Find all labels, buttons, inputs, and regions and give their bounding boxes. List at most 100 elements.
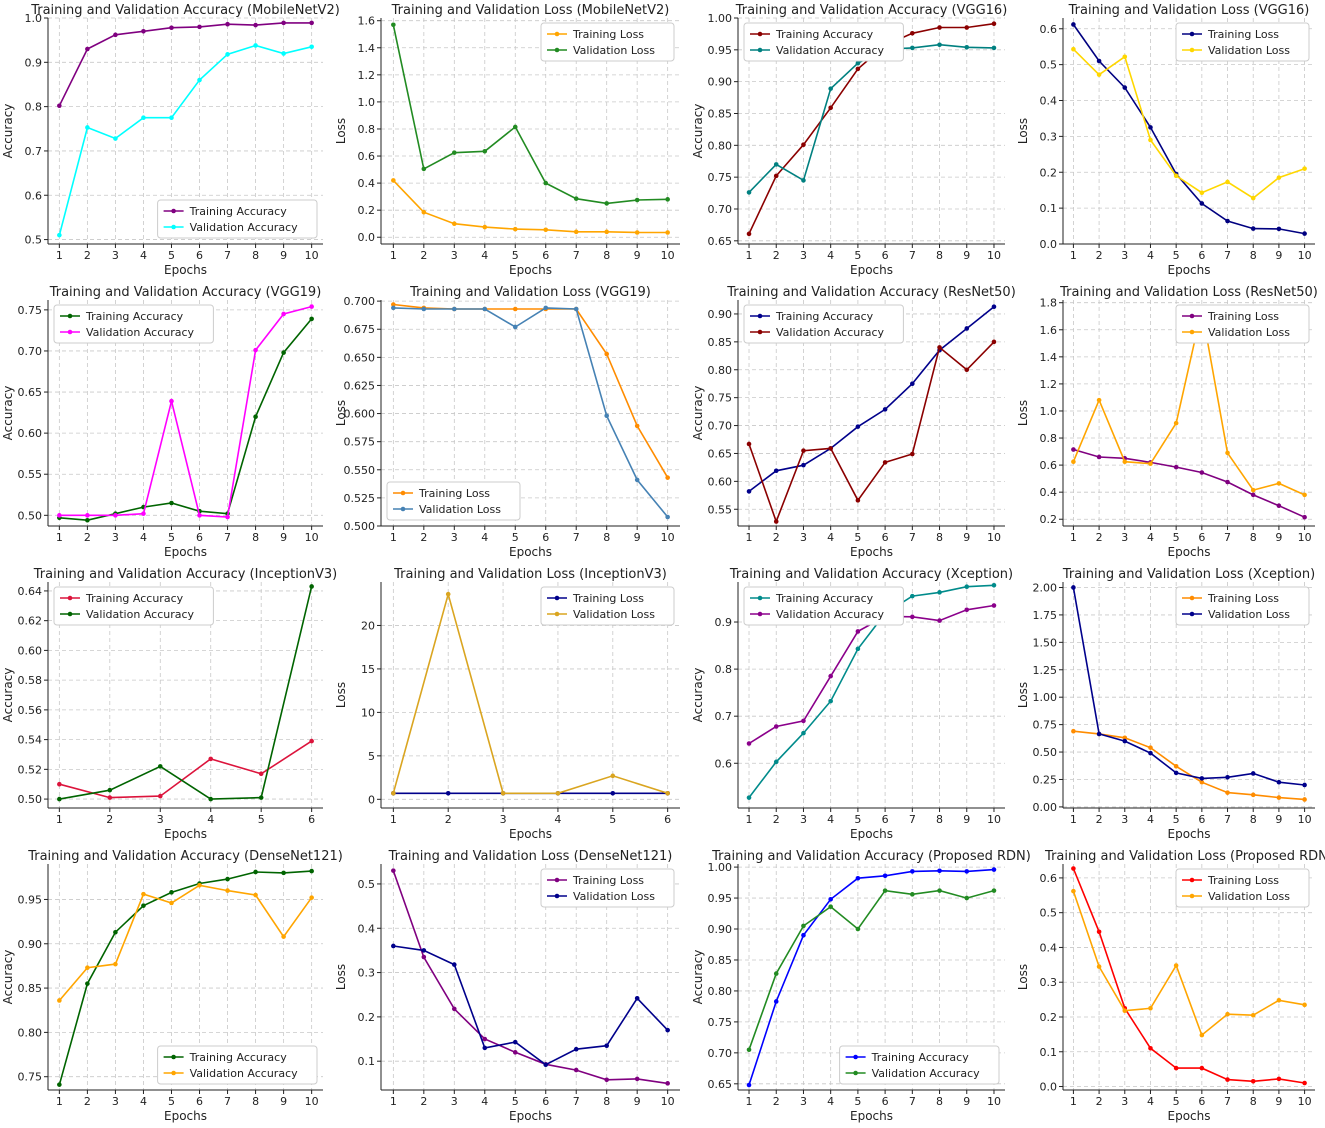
data-point — [828, 86, 833, 91]
legend-label: Training Loss — [572, 874, 644, 887]
x-tick-label: 1 — [56, 1095, 63, 1108]
data-point — [512, 306, 518, 312]
x-tick-label: 5 — [854, 1095, 861, 1108]
data-point — [57, 796, 62, 802]
y-axis-label: Accuracy — [691, 950, 705, 1005]
y-tick-label: 0.80 — [708, 139, 733, 152]
data-point — [452, 306, 457, 312]
data-point — [991, 21, 997, 27]
data-point — [773, 173, 779, 179]
data-point — [855, 424, 861, 429]
data-point — [225, 888, 230, 893]
y-tick-label: 1.6 — [1040, 324, 1058, 337]
y-tick-label: 0.2 — [358, 1011, 376, 1024]
data-point — [1276, 481, 1282, 486]
chart-svg: Training and Validation Accuracy (VGG19)… — [1, 285, 323, 559]
data-point — [309, 20, 314, 26]
y-tick-label: 0.55 — [708, 503, 733, 516]
x-tick-label: 1 — [1070, 531, 1077, 544]
y-tick-label: 0.2 — [1040, 1011, 1058, 1024]
data-point — [225, 876, 230, 882]
data-point — [1250, 492, 1256, 498]
y-tick-label: 0.58 — [18, 674, 43, 687]
chart-title: Training and Validation Loss (Xception) — [1062, 567, 1315, 582]
data-point — [169, 890, 174, 895]
x-tick-label: 4 — [481, 1095, 488, 1108]
data-point — [604, 351, 609, 357]
data-point — [421, 948, 427, 953]
x-tick-label: 2 — [773, 531, 780, 544]
y-tick-label: 0.9 — [715, 616, 733, 629]
data-point — [482, 1045, 488, 1051]
x-tick-label: 10 — [661, 531, 675, 544]
data-point — [1122, 1008, 1128, 1014]
data-point — [828, 105, 833, 111]
y-tick-label: 0.1 — [358, 1055, 376, 1068]
x-tick-label: 1 — [56, 249, 63, 262]
data-point — [634, 995, 640, 1001]
data-point — [1071, 888, 1076, 894]
x-tick-label: 4 — [827, 531, 834, 544]
x-axis-label: Epochs — [509, 827, 552, 841]
x-tick-label: 1 — [56, 813, 63, 826]
y-tick-label: 0.5 — [1040, 59, 1058, 72]
y-tick-label: 0.80 — [18, 1026, 43, 1039]
data-point — [1173, 420, 1179, 426]
y-tick-label: 0.70 — [708, 203, 733, 216]
y-axis-label: Loss — [334, 964, 348, 990]
chart-title: Training and Validation Loss (MobileNetV… — [391, 3, 670, 18]
data-point — [1096, 731, 1102, 737]
y-tick-label: 0.525 — [344, 492, 376, 505]
x-tick-label: 10 — [305, 1095, 319, 1108]
legend-label: Validation Loss — [1208, 890, 1290, 903]
y-tick-label: 0.52 — [18, 763, 43, 776]
x-tick-label: 5 — [1173, 813, 1180, 826]
data-point — [1148, 461, 1153, 467]
data-point — [452, 1006, 457, 1012]
chart-title: Training and Validation Loss (VGG19) — [409, 285, 651, 300]
data-point — [828, 698, 833, 704]
legend-marker — [400, 506, 406, 512]
chart-svg: Training and Validation Accuracy (Incept… — [1, 567, 337, 841]
x-axis-label: Epochs — [1168, 1109, 1211, 1123]
x-tick-label: 3 — [800, 813, 807, 826]
series-line-2 — [1072, 890, 1305, 1037]
chart-panel-8: Training and Validation Loss (ResNet50) 1… — [1015, 282, 1325, 564]
y-tick-label: 0.75 — [708, 171, 733, 184]
y-tick-label: 1.0 — [25, 12, 43, 25]
y-tick-label: 0.1 — [1040, 1046, 1058, 1059]
data-point — [665, 791, 670, 796]
x-tick-label: 4 — [827, 813, 834, 826]
data-point — [141, 903, 146, 908]
data-point — [421, 166, 427, 172]
data-point — [253, 869, 258, 875]
x-tick-label: 9 — [1275, 813, 1282, 826]
x-axis-label: Epochs — [164, 263, 207, 277]
data-point — [1096, 72, 1102, 77]
x-tick-label: 3 — [157, 813, 164, 826]
data-point — [882, 460, 888, 465]
chart-title: Training and Validation Accuracy (Xcepti… — [729, 567, 1013, 582]
data-point — [665, 514, 670, 520]
y-tick-label: 0.625 — [344, 379, 376, 392]
legend-marker — [171, 1070, 176, 1076]
chart-svg: Training and Validation Loss (Proposed R… — [1016, 849, 1325, 1123]
x-tick-label: 9 — [1275, 531, 1282, 544]
legend-label: Validation Accuracy — [872, 1067, 981, 1080]
data-point — [57, 513, 62, 518]
series-line-1 — [59, 318, 313, 522]
y-axis-label: Accuracy — [691, 104, 705, 159]
legend-label: Validation Loss — [419, 503, 501, 516]
chart-title: Training and Validation Accuracy (Incept… — [33, 567, 338, 582]
y-tick-label: 0.75 — [1033, 719, 1058, 732]
x-tick-label: 10 — [305, 531, 319, 544]
data-point — [1250, 771, 1256, 776]
legend-marker — [554, 611, 560, 617]
legend-box — [540, 868, 675, 908]
data-point — [855, 66, 861, 72]
y-tick-label: 1.6 — [358, 15, 376, 28]
data-point — [1148, 745, 1153, 750]
data-point — [1148, 750, 1153, 756]
x-tick-label: 10 — [305, 249, 319, 262]
series-line-2 — [58, 44, 312, 236]
